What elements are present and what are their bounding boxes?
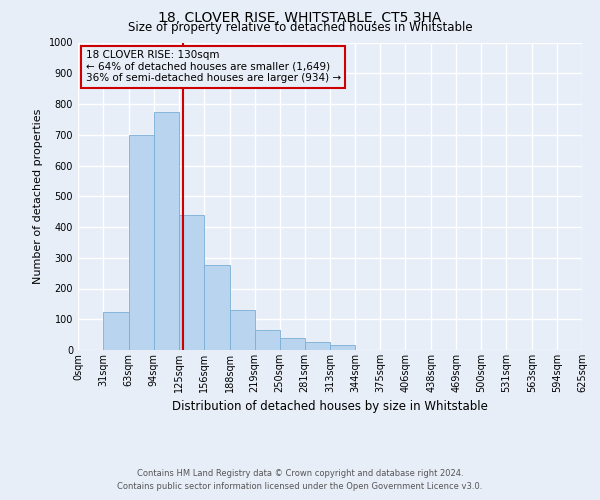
Y-axis label: Number of detached properties: Number of detached properties — [33, 108, 43, 284]
Bar — [230, 310, 254, 350]
Bar — [305, 342, 331, 350]
Bar — [331, 346, 355, 350]
Bar — [204, 266, 230, 350]
Text: 18, CLOVER RISE, WHITSTABLE, CT5 3HA: 18, CLOVER RISE, WHITSTABLE, CT5 3HA — [158, 11, 442, 25]
Bar — [154, 112, 179, 350]
Bar — [280, 338, 305, 350]
Text: Size of property relative to detached houses in Whitstable: Size of property relative to detached ho… — [128, 21, 472, 34]
Bar — [179, 214, 204, 350]
Text: 18 CLOVER RISE: 130sqm
← 64% of detached houses are smaller (1,649)
36% of semi-: 18 CLOVER RISE: 130sqm ← 64% of detached… — [86, 50, 341, 84]
Text: Contains HM Land Registry data © Crown copyright and database right 2024.
Contai: Contains HM Land Registry data © Crown c… — [118, 470, 482, 491]
Bar — [103, 312, 129, 350]
Bar — [129, 134, 154, 350]
X-axis label: Distribution of detached houses by size in Whitstable: Distribution of detached houses by size … — [172, 400, 488, 413]
Bar — [254, 330, 280, 350]
